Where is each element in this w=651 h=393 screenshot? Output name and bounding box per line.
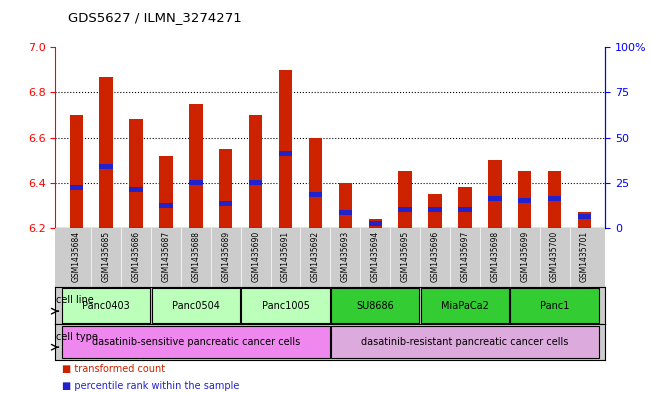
- Bar: [518, 171, 531, 228]
- Bar: [339, 209, 352, 215]
- Bar: [398, 171, 412, 228]
- Bar: [249, 115, 262, 228]
- Bar: [309, 138, 322, 228]
- Text: GSM1435686: GSM1435686: [132, 231, 141, 282]
- Text: Panc0504: Panc0504: [172, 301, 220, 310]
- Bar: [331, 288, 419, 323]
- Bar: [548, 171, 561, 228]
- Text: GSM1435698: GSM1435698: [490, 231, 499, 282]
- Text: GDS5627 / ILMN_3274271: GDS5627 / ILMN_3274271: [68, 11, 242, 24]
- Text: GSM1435695: GSM1435695: [400, 231, 409, 282]
- Bar: [219, 149, 232, 228]
- Bar: [518, 198, 531, 203]
- Text: GSM1435700: GSM1435700: [550, 231, 559, 282]
- Bar: [510, 288, 599, 323]
- Bar: [249, 180, 262, 185]
- Text: cell line: cell line: [55, 295, 93, 305]
- Text: cell type: cell type: [55, 332, 98, 342]
- Text: dasatinib-sensitive pancreatic cancer cells: dasatinib-sensitive pancreatic cancer ce…: [92, 337, 300, 347]
- Bar: [331, 326, 599, 358]
- Bar: [309, 191, 322, 196]
- Bar: [279, 151, 292, 156]
- Bar: [70, 115, 83, 228]
- Text: dasatinib-resistant pancreatic cancer cells: dasatinib-resistant pancreatic cancer ce…: [361, 337, 568, 347]
- Text: GSM1435690: GSM1435690: [251, 231, 260, 282]
- Bar: [130, 119, 143, 228]
- Bar: [428, 208, 442, 212]
- Text: GSM1435685: GSM1435685: [102, 231, 111, 282]
- Bar: [70, 185, 83, 190]
- Bar: [488, 160, 501, 228]
- Text: ■ transformed count: ■ transformed count: [62, 364, 165, 373]
- Text: GSM1435692: GSM1435692: [311, 231, 320, 282]
- Bar: [368, 219, 382, 228]
- Bar: [219, 200, 232, 206]
- Text: GSM1435689: GSM1435689: [221, 231, 230, 282]
- Text: GSM1435688: GSM1435688: [191, 231, 201, 282]
- Bar: [428, 194, 442, 228]
- Bar: [152, 288, 240, 323]
- Text: ■ percentile rank within the sample: ■ percentile rank within the sample: [62, 381, 239, 391]
- Bar: [62, 326, 330, 358]
- Bar: [398, 208, 412, 212]
- Text: GSM1435696: GSM1435696: [430, 231, 439, 282]
- Bar: [578, 214, 591, 219]
- Bar: [130, 187, 143, 192]
- Bar: [62, 288, 150, 323]
- Bar: [189, 180, 202, 185]
- Bar: [159, 156, 173, 228]
- Bar: [100, 77, 113, 228]
- Text: GSM1435699: GSM1435699: [520, 231, 529, 282]
- Bar: [458, 208, 471, 212]
- Text: GSM1435694: GSM1435694: [370, 231, 380, 282]
- Bar: [159, 203, 173, 208]
- Text: GSM1435693: GSM1435693: [341, 231, 350, 282]
- Text: GSM1435687: GSM1435687: [161, 231, 171, 282]
- Text: Panc1005: Panc1005: [262, 301, 309, 310]
- Bar: [100, 164, 113, 169]
- Bar: [368, 221, 382, 226]
- Bar: [458, 187, 471, 228]
- Bar: [548, 196, 561, 201]
- Text: MiaPaCa2: MiaPaCa2: [441, 301, 489, 310]
- Bar: [578, 212, 591, 228]
- Text: SU8686: SU8686: [356, 301, 394, 310]
- Bar: [279, 70, 292, 228]
- Text: GSM1435697: GSM1435697: [460, 231, 469, 282]
- Text: GSM1435701: GSM1435701: [580, 231, 589, 282]
- Bar: [242, 288, 330, 323]
- Text: Panc1: Panc1: [540, 301, 569, 310]
- Text: GSM1435691: GSM1435691: [281, 231, 290, 282]
- Bar: [488, 196, 501, 201]
- Bar: [339, 183, 352, 228]
- Text: Panc0403: Panc0403: [82, 301, 130, 310]
- Bar: [421, 288, 509, 323]
- Text: GSM1435684: GSM1435684: [72, 231, 81, 282]
- Bar: [189, 104, 202, 228]
